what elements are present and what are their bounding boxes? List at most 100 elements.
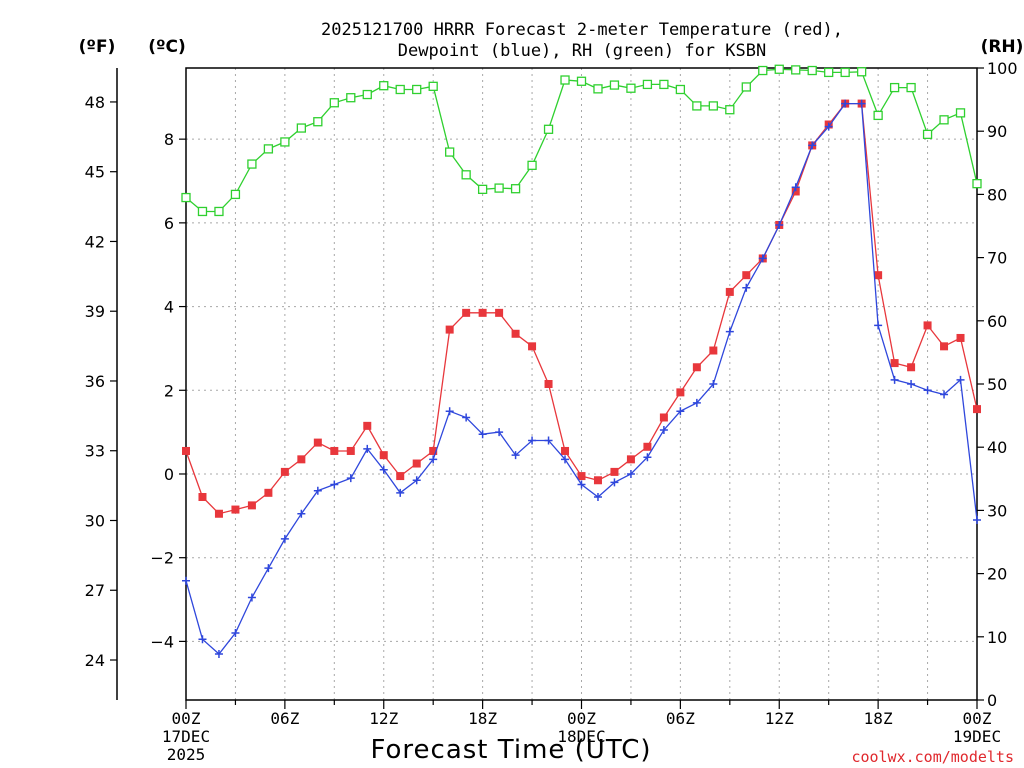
rh-point [725,105,735,115]
x-tick-label: 00Z [172,709,201,728]
temperature-point [890,359,899,368]
rh-point [214,206,224,217]
rh-point [543,124,554,134]
rh-point [906,82,916,93]
rh-point [527,160,537,170]
rh-point [477,184,488,194]
fahrenheit-tick-label: 42 [85,232,105,251]
x-tick-label: 18Z [864,709,893,728]
dewpoint-point [231,629,240,638]
dewpoint-point [824,122,833,131]
temperature-point [593,476,602,485]
dewpoint-point [676,407,685,416]
rh-point [840,67,850,78]
temperature-point [445,325,454,334]
rh-tick-label: 10 [987,628,1007,647]
fahrenheit-unit-label: (ºF) [79,37,116,57]
fahrenheit-tick-label: 33 [85,442,105,461]
fahrenheit-tick-label: 27 [85,581,105,600]
temperature-point [544,380,553,388]
grid-lines [186,68,977,700]
rh-point [791,65,801,75]
rh-point [626,83,636,93]
dewpoint-point [791,183,800,192]
dewpoint-point [313,486,322,495]
rh-point [280,137,290,147]
rh-point [593,84,603,94]
rh-point [197,206,208,217]
rh-point [807,65,817,76]
plot-frame [185,67,978,701]
temperature-point [297,455,306,464]
dewpoint-point [478,430,487,439]
rh-tick-label: 30 [987,501,1007,520]
dewpoint-point [841,99,850,108]
temperature-point [346,446,355,455]
temperature-point [577,472,586,481]
fahrenheit-tick-label: 45 [85,163,105,182]
dewpoint-point [643,453,652,462]
dewpoint-point [363,444,372,453]
rh-point [873,110,883,121]
temperature-point [692,363,701,372]
dewpoint-point [495,428,504,437]
temperature-point [264,488,273,497]
rh-point [692,101,702,111]
rh-tick-label: 70 [987,249,1007,268]
temperature-point [742,271,751,280]
rh-point [856,67,867,77]
fahrenheit-tick-label: 36 [85,372,105,391]
rh-point [576,76,587,86]
rh-point [972,179,982,189]
rh-point [758,65,768,76]
celsius-tick-label: 0 [164,465,174,484]
dewpoint-point [346,474,355,483]
temperature-point [429,446,438,455]
dewpoint-point [511,451,520,460]
temperature-point [973,405,981,414]
temperature-point [940,342,949,351]
rh-tick-label: 0 [987,691,997,710]
rh-point [181,192,191,203]
temperature-point [923,321,932,330]
celsius-tick-label: −2 [150,549,174,568]
x-axis-label: Forecast Time (UTC) [370,735,651,765]
temperature-point [626,455,635,464]
temperature-point [528,342,537,351]
dewpoint-point [214,649,223,658]
temperature-point [659,413,668,422]
tick-labels: −4−2024682427303336394245480102030405060… [85,59,1018,764]
temperature-point [214,509,223,518]
celsius-unit-label: (ºC) [148,37,186,57]
temperature-point [231,505,240,514]
dewpoint-point [742,283,751,292]
rh-point [642,79,653,90]
temperature-point [478,308,487,317]
rh-point [445,147,455,157]
dewpoint-point [940,390,949,399]
series-dewpoint [182,99,981,658]
dewpoint-point [247,593,256,602]
dewpoint-point [857,99,866,108]
celsius-tick-label: 4 [164,298,174,317]
fahrenheit-tick-label: 39 [85,302,105,321]
rh-point [412,84,422,95]
x-tick-year: 2025 [167,745,206,764]
temperature-point [198,493,207,502]
dewpoint-point [264,564,273,573]
rh-point [955,108,966,118]
rh-point [329,98,339,108]
dewpoint-point [709,380,718,388]
dewpoint-point [462,413,471,422]
temperature-point [791,187,800,196]
rh-tick-label: 60 [987,312,1007,331]
fahrenheit-tick-label: 48 [85,93,105,112]
x-tick-label: 12Z [765,709,794,728]
rh-tick-label: 90 [987,122,1007,141]
dewpoint-point [412,476,421,485]
temperature-point [412,459,421,468]
temperature-point [495,308,504,317]
rh-point [824,67,834,78]
celsius-tick-label: 6 [164,214,174,233]
